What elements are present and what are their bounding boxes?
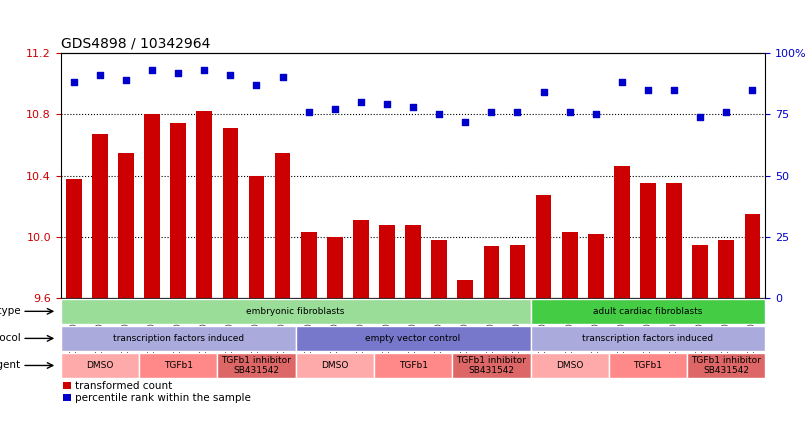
Point [198, 67, 211, 74]
Bar [405, 225, 421, 298]
Bar [62, 382, 71, 389]
Bar [275, 153, 291, 298]
Bar [296, 326, 531, 351]
Bar [609, 353, 687, 378]
Bar [249, 176, 264, 298]
Bar [353, 220, 369, 298]
Bar [614, 166, 629, 298]
Text: adult cardiac fibroblasts: adult cardiac fibroblasts [593, 307, 703, 316]
Point [276, 74, 289, 81]
Text: DMSO: DMSO [321, 361, 348, 370]
Text: percentile rank within the sample: percentile rank within the sample [75, 393, 251, 403]
Bar [197, 111, 212, 298]
Bar [144, 114, 160, 298]
Bar [223, 128, 238, 298]
Bar [718, 240, 734, 298]
Text: transformed count: transformed count [75, 381, 173, 391]
Point [667, 86, 680, 93]
Text: TGFb1 inhibitor
SB431542: TGFb1 inhibitor SB431542 [457, 356, 526, 375]
Point [146, 67, 159, 74]
Bar [531, 353, 609, 378]
Bar [744, 214, 761, 298]
Bar [66, 179, 82, 298]
Bar [458, 280, 473, 298]
Text: GDS4898 / 10342964: GDS4898 / 10342964 [61, 36, 210, 50]
Point [642, 86, 654, 93]
Point [355, 99, 368, 105]
Bar [640, 183, 656, 298]
Text: DMSO: DMSO [86, 361, 113, 370]
Bar [327, 237, 343, 298]
Bar [531, 299, 765, 324]
Text: TGFb1: TGFb1 [164, 361, 193, 370]
Text: agent: agent [0, 360, 20, 371]
Text: TGFb1: TGFb1 [633, 361, 663, 370]
Bar [61, 353, 139, 378]
Text: DMSO: DMSO [556, 361, 583, 370]
Bar [139, 353, 217, 378]
Text: TGFb1: TGFb1 [399, 361, 428, 370]
Bar [62, 394, 71, 401]
Text: TGFb1 inhibitor
SB431542: TGFb1 inhibitor SB431542 [222, 356, 292, 375]
Point [302, 108, 315, 115]
Point [93, 71, 106, 78]
Text: protocol: protocol [0, 333, 20, 343]
Point [590, 111, 603, 118]
Point [407, 104, 420, 110]
Bar [588, 234, 603, 298]
Point [328, 106, 341, 113]
Text: cell type: cell type [0, 306, 20, 316]
Point [537, 89, 550, 96]
Point [511, 108, 524, 115]
Bar [379, 225, 394, 298]
Bar [452, 353, 531, 378]
Bar [217, 353, 296, 378]
Text: transcription factors induced: transcription factors induced [582, 334, 714, 343]
Point [381, 101, 394, 108]
Bar [535, 195, 552, 298]
Bar [118, 153, 134, 298]
Point [433, 111, 446, 118]
Bar [687, 353, 765, 378]
Bar [432, 240, 447, 298]
Text: transcription factors induced: transcription factors induced [113, 334, 244, 343]
Bar [693, 244, 708, 298]
Bar [484, 246, 499, 298]
Bar [92, 134, 108, 298]
Point [250, 81, 263, 88]
Bar [374, 353, 452, 378]
Point [746, 86, 759, 93]
Text: embryonic fibroblasts: embryonic fibroblasts [246, 307, 345, 316]
Point [224, 71, 237, 78]
Point [720, 108, 733, 115]
Point [120, 77, 133, 83]
Bar [61, 299, 531, 324]
Point [563, 108, 576, 115]
Point [172, 69, 185, 76]
Bar [562, 232, 578, 298]
Point [458, 118, 471, 125]
Bar [170, 124, 186, 298]
Bar [667, 183, 682, 298]
Point [485, 108, 498, 115]
Point [616, 79, 629, 86]
Text: empty vector control: empty vector control [365, 334, 461, 343]
Bar [61, 326, 296, 351]
Point [693, 113, 706, 120]
Bar [301, 232, 317, 298]
Bar [296, 353, 374, 378]
Text: TGFb1 inhibitor
SB431542: TGFb1 inhibitor SB431542 [692, 356, 761, 375]
Bar [509, 244, 526, 298]
Point [67, 79, 80, 86]
Bar [531, 326, 765, 351]
